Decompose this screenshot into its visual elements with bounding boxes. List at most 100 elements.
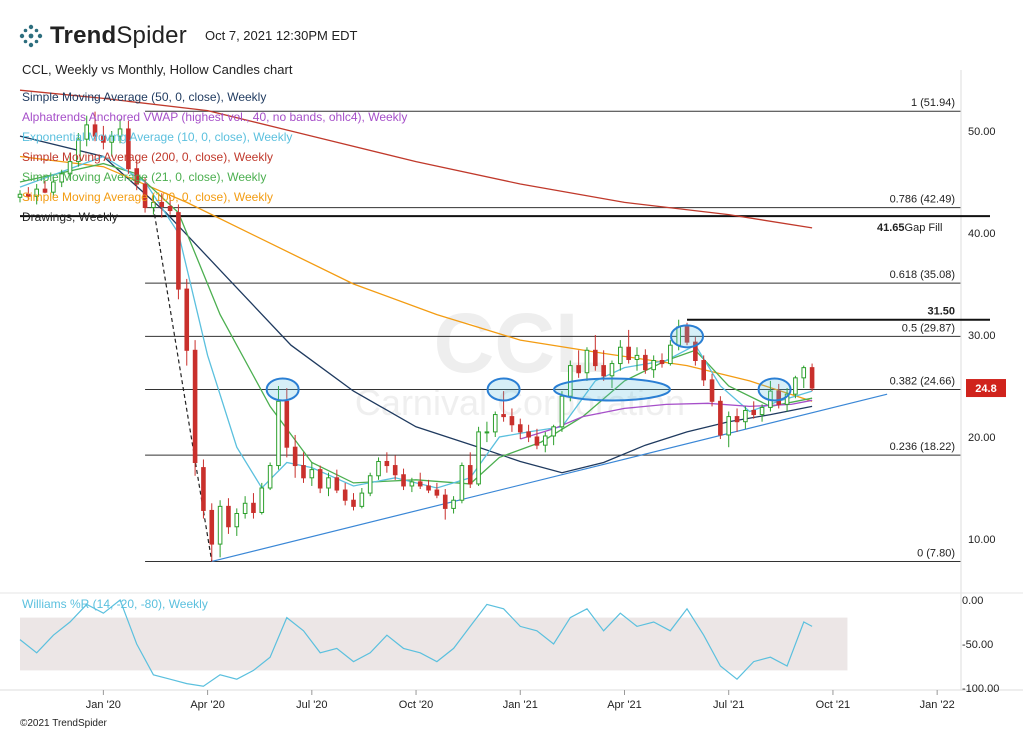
ma-line-sma50 [19,135,813,474]
price-tick-label: 40.00 [968,228,996,240]
candle-body [651,360,656,371]
highlight-ellipse [486,377,521,402]
candle-body [284,400,290,448]
candle-body [142,183,148,208]
candle-body [84,124,90,140]
price-tick-label: 50.00 [968,126,996,138]
time-tick-label: Apr '21 [607,699,642,711]
ma-line-ema10 [19,155,813,490]
candle-body [701,360,706,381]
candle-body [684,326,690,343]
spider-logo-icon [19,24,43,48]
ma-line-sma100 [19,155,813,402]
watermark-ticker: CCL [434,296,607,390]
trendline-crash [152,207,213,562]
legend-item[interactable]: Simple Moving Average (50, 0, close), We… [22,90,267,104]
candle-body [618,346,623,365]
candle-body [292,446,298,467]
indicator-legend: Simple Moving Average (50, 0, close), We… [22,87,407,227]
time-tick-label: Jul '20 [296,699,327,711]
candle-body [501,414,506,418]
williams-band [20,617,848,671]
candle-body [184,288,190,351]
legend-item[interactable]: Exponential Moving Average (10, 0, close… [22,130,293,144]
legend-item[interactable]: Alphatrends Anchored VWAP (highest vol.,… [22,110,408,124]
candle-body [551,426,556,437]
fib-level-label: 0.236 (18.22) [890,441,955,453]
candle-body [309,469,315,479]
candle-body [301,465,306,479]
candle-body [434,489,440,496]
candle-body [743,409,748,423]
candle-body [801,367,807,379]
candle-body [492,414,498,433]
candle-body [751,409,757,416]
candle-body [384,460,390,467]
chart-title: CCL, Weekly vs Monthly, Hollow Candles c… [22,62,293,77]
candle-body [376,460,381,477]
candle-body [209,509,215,545]
williams-r-label: Williams %R (14, -20, -80), Weekly [22,597,208,611]
legend-item[interactable]: Drawings, Weekly [22,210,118,224]
candle-body [67,161,73,175]
time-tick-label: Jan '20 [86,699,121,711]
fib-level-label: 0 (7.80) [917,547,955,559]
brand-name: TrendSpider [50,22,187,49]
williams-r-line [19,599,813,687]
candle-body [151,201,156,208]
candle-body [784,393,790,405]
time-tick-label: Jan '22 [920,699,955,711]
candle-body [326,477,331,489]
candle-body [542,435,548,446]
candle-body [417,481,423,487]
candle-body [626,346,631,360]
legend-item[interactable]: Simple Moving Average (200, 0, close), W… [22,150,274,164]
candle-body [351,499,356,507]
candle-body [242,502,248,514]
candle-body [509,416,515,426]
candle-body [192,349,198,463]
candle-body [584,349,590,374]
williams-tick-label: -100.00 [962,683,999,695]
fib-level-label: 0.786 (42.49) [890,194,955,206]
candle-body [276,400,281,467]
price-tick-label: 20.00 [968,432,996,444]
key-level-label: 31.50 [927,306,955,318]
key-level-label: 41.65Gap Fill [877,222,942,234]
candle-body [517,424,523,433]
time-tick-label: Jul '21 [713,699,744,711]
legend-item[interactable]: Simple Moving Average (21, 0, close), We… [22,170,267,184]
time-tick-label: Apr '20 [190,699,225,711]
candle-body [409,481,415,487]
candle-body [26,193,31,197]
ma-line-sma200 [19,89,813,229]
candle-body [42,188,48,193]
candle-body [226,505,231,528]
candle-body [726,416,732,436]
price-tick-label: 10.00 [968,534,996,546]
candle-body [201,467,206,511]
candle-body [267,465,273,489]
copyright: ©2021 TrendSpider [20,718,107,729]
highlight-ellipse [552,377,671,402]
candle-body [176,212,181,290]
candle-body [251,502,256,513]
candle-body [317,469,323,489]
candle-body [643,354,648,371]
candle-body [392,465,398,476]
candle-body [401,474,406,487]
williams-tick-label: 0.00 [962,595,983,607]
candle-body [59,173,64,183]
candle-body [101,135,106,143]
candle-body [718,400,723,436]
highlight-ellipse [757,377,792,402]
candle-body [559,395,565,428]
candle-body [693,341,698,362]
time-tick-label: Oct '21 [816,699,851,711]
candle-body [526,431,531,438]
candle-body [359,492,365,507]
candle-body [126,128,131,170]
candle-body [342,489,348,501]
legend-item[interactable]: Simple Moving Average (100, 0, close), W… [22,190,274,204]
